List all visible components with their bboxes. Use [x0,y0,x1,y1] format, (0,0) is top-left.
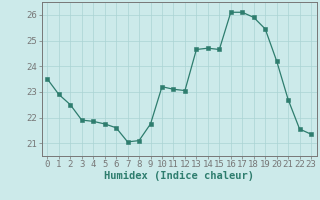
X-axis label: Humidex (Indice chaleur): Humidex (Indice chaleur) [104,171,254,181]
